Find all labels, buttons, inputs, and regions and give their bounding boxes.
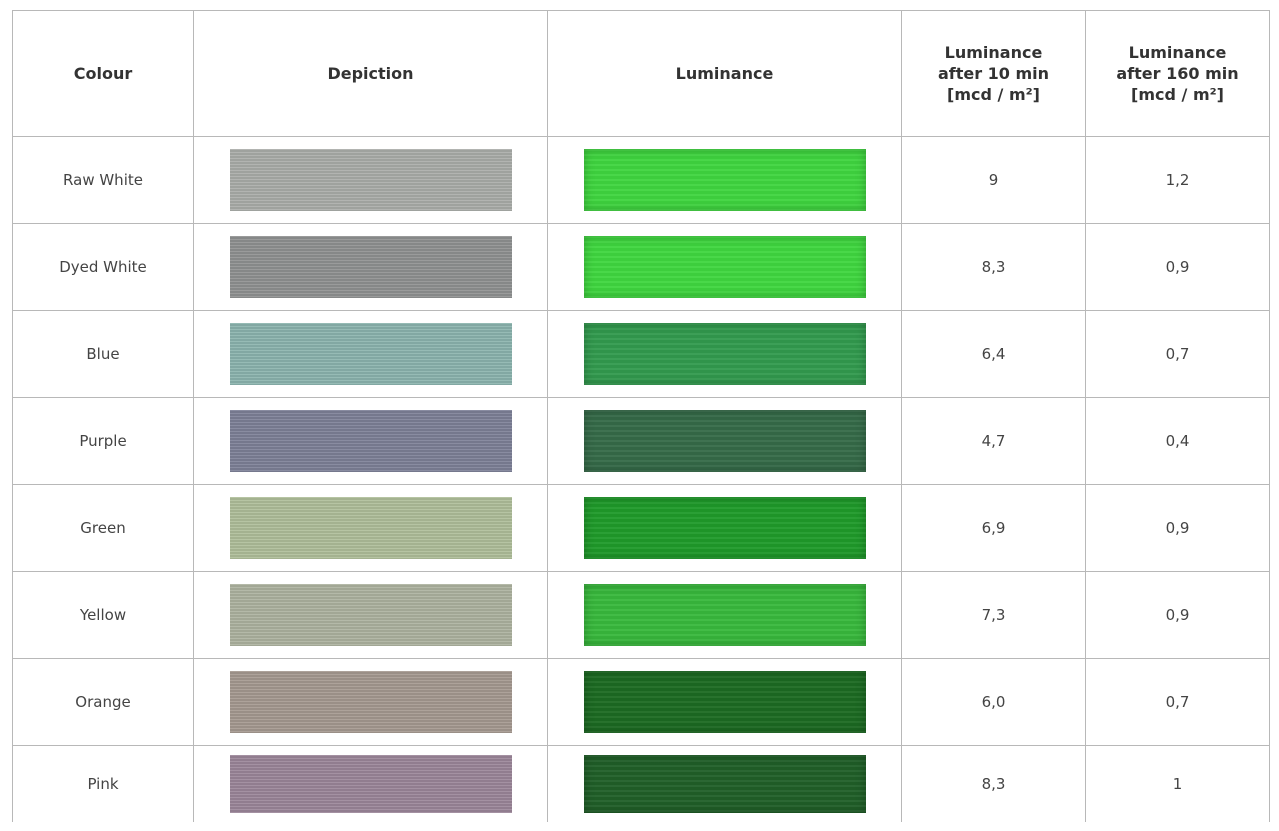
depiction-swatch	[229, 149, 512, 211]
header-luminance: Luminance	[547, 10, 902, 137]
luminance-160min-value: 0,7	[1085, 658, 1270, 746]
colour-name: Pink	[12, 745, 194, 822]
table-row: Blue 6,4 0,7	[12, 310, 1270, 398]
luminance-10min-value: 4,7	[901, 397, 1086, 485]
table-row: Raw White 9 1,2	[12, 136, 1270, 224]
table-row: Dyed White 8,3 0,9	[12, 223, 1270, 311]
depiction-swatch	[229, 584, 512, 646]
header-luminance-10min: Luminance after 10 min [mcd / m²]	[901, 10, 1086, 137]
colour-name: Purple	[12, 397, 194, 485]
luminance-160min-value: 0,7	[1085, 310, 1270, 398]
depiction-swatch	[229, 497, 512, 559]
luminance-10min-value: 9	[901, 136, 1086, 224]
colour-name: Orange	[12, 658, 194, 746]
luminance-10min-value: 6,0	[901, 658, 1086, 746]
luminance-160min-value: 0,9	[1085, 571, 1270, 659]
depiction-swatch	[229, 236, 512, 298]
luminance-10min-value: 7,3	[901, 571, 1086, 659]
luminance-160min-value: 1,2	[1085, 136, 1270, 224]
colour-name: Yellow	[12, 571, 194, 659]
luminance-swatch	[583, 497, 866, 559]
depiction-swatch	[229, 755, 512, 813]
luminance-10min-value: 8,3	[901, 223, 1086, 311]
luminance-160min-value: 0,9	[1085, 484, 1270, 572]
luminance-160min-value: 1	[1085, 745, 1270, 822]
table-row: Green 6,9 0,9	[12, 484, 1270, 572]
luminance-10min-value: 6,4	[901, 310, 1086, 398]
luminance-swatch	[583, 671, 866, 733]
luminance-table: Colour Depiction Luminance Luminance aft…	[12, 10, 1270, 822]
header-row: Colour Depiction Luminance Luminance aft…	[12, 10, 1270, 137]
luminance-swatch	[583, 410, 866, 472]
luminance-swatch	[583, 149, 866, 211]
table-row: Pink 8,3 1	[12, 745, 1270, 822]
luminance-10min-value: 8,3	[901, 745, 1086, 822]
table-row: Purple 4,7 0,4	[12, 397, 1270, 485]
header-depiction: Depiction	[193, 10, 548, 137]
depiction-swatch	[229, 671, 512, 733]
colour-name: Green	[12, 484, 194, 572]
depiction-swatch	[229, 323, 512, 385]
header-luminance-160min: Luminance after 160 min [mcd / m²]	[1085, 10, 1270, 137]
table-row: Orange 6,0 0,7	[12, 658, 1270, 746]
luminance-160min-value: 0,9	[1085, 223, 1270, 311]
luminance-swatch	[583, 584, 866, 646]
table-row: Yellow 7,3 0,9	[12, 571, 1270, 659]
colour-name: Raw White	[12, 136, 194, 224]
header-colour: Colour	[12, 10, 194, 137]
luminance-10min-value: 6,9	[901, 484, 1086, 572]
luminance-160min-value: 0,4	[1085, 397, 1270, 485]
colour-name: Blue	[12, 310, 194, 398]
luminance-swatch	[583, 323, 866, 385]
depiction-swatch	[229, 410, 512, 472]
luminance-swatch	[583, 236, 866, 298]
colour-name: Dyed White	[12, 223, 194, 311]
luminance-swatch	[583, 755, 866, 813]
